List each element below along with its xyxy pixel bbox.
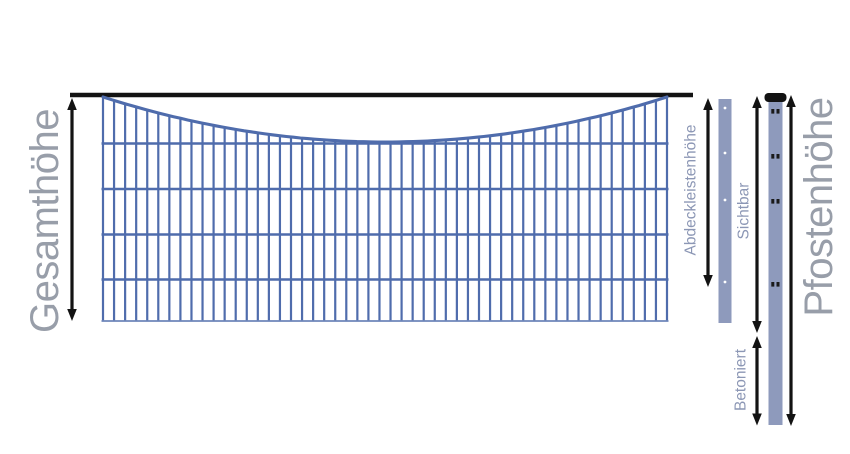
betoniert-label: Betoniert — [732, 348, 750, 412]
sichtbar-label: Sichtbar — [735, 182, 753, 240]
abdeckleistenhoehe-arrow — [703, 98, 713, 287]
betoniert-arrow — [752, 336, 762, 426]
pfostenhoehe-arrow — [786, 95, 796, 426]
fence-post — [764, 93, 787, 425]
abdeckleistenhoehe-label: Abdeckleistenhöhe — [682, 124, 700, 256]
gesamthoehe-arrow — [67, 98, 77, 321]
sichtbar-arrow — [752, 96, 762, 333]
fence-mesh-panel — [101, 95, 669, 322]
cover-strip — [718, 99, 732, 323]
pfostenhoehe-label: Pfostenhöhe — [797, 97, 841, 317]
gesamthoehe-label: Gesamthöhe — [23, 108, 67, 334]
